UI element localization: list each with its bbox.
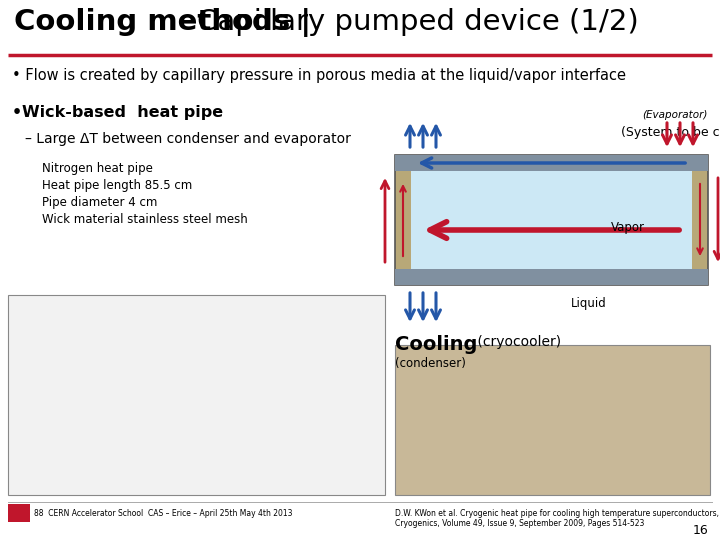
- Text: Cooling: Cooling: [395, 335, 477, 354]
- Text: Nitrogen heat pipe: Nitrogen heat pipe: [42, 162, 153, 175]
- Text: (condenser): (condenser): [395, 357, 466, 370]
- Text: Liquid: Liquid: [571, 297, 607, 310]
- Bar: [411, 171, 692, 269]
- Text: Wick material stainless steel mesh: Wick material stainless steel mesh: [42, 213, 248, 226]
- Text: (System to be cooled): (System to be cooled): [621, 126, 720, 139]
- Text: Capillary pumped device (1/2): Capillary pumped device (1/2): [197, 8, 639, 36]
- Text: 16: 16: [692, 524, 708, 537]
- Text: Heat pipe length 85.5 cm: Heat pipe length 85.5 cm: [42, 179, 192, 192]
- Bar: [395, 155, 708, 285]
- Text: Vapor: Vapor: [611, 221, 645, 234]
- Text: Wick-based  heat pipe: Wick-based heat pipe: [22, 105, 223, 120]
- Text: D.W. KWon et al. Cryogenic heat pipe for cooling high temperature superconductor: D.W. KWon et al. Cryogenic heat pipe for…: [395, 509, 719, 529]
- Text: •: •: [12, 105, 28, 120]
- Bar: [8, 504, 30, 522]
- Text: (Evaporator): (Evaporator): [643, 110, 708, 120]
- Bar: [395, 155, 708, 171]
- Text: – Large ΔT between condenser and evaporator: – Large ΔT between condenser and evapora…: [25, 132, 351, 146]
- Bar: [395, 345, 710, 495]
- Text: Cooling methods |: Cooling methods |: [14, 8, 321, 37]
- Text: 88  CERN Accelerator School  CAS – Erice – April 25th May 4th 2013: 88 CERN Accelerator School CAS – Erice –…: [34, 509, 292, 518]
- Text: Pipe diameter 4 cm: Pipe diameter 4 cm: [42, 196, 158, 209]
- Text: • Flow is created by capillary pressure in porous media at the liquid/vapor inte: • Flow is created by capillary pressure …: [12, 68, 626, 83]
- Bar: [395, 269, 708, 285]
- Bar: [8, 295, 385, 495]
- Text: (cryocooler): (cryocooler): [473, 335, 561, 349]
